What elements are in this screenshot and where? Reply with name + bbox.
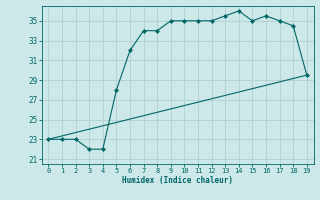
X-axis label: Humidex (Indice chaleur): Humidex (Indice chaleur)	[122, 176, 233, 185]
